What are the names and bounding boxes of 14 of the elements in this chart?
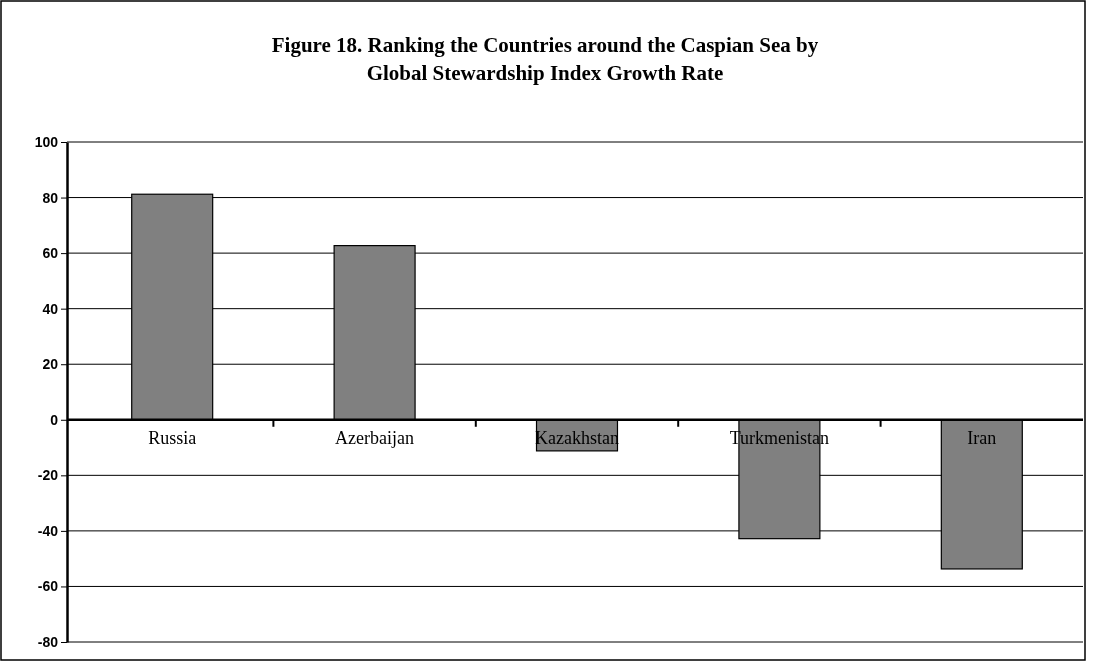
chart-title: Figure 18. Ranking the Countries around the Caspian Sea by Global Stewardship Index Growth Rate <box>271 33 819 85</box>
y-tick-label: 20 <box>42 356 59 373</box>
y-tick-label: -40 <box>37 522 59 539</box>
y-tick-label: 40 <box>42 300 59 317</box>
x-tick-label: Russia <box>148 427 197 448</box>
y-tick-label: 0 <box>50 411 59 428</box>
y-tick-label: 80 <box>42 189 59 206</box>
x-tick-label: Azerbaijan <box>335 427 415 448</box>
y-tick-label: -20 <box>37 467 59 484</box>
x-tick-label: Iran <box>967 427 997 448</box>
y-tick-label: 60 <box>42 245 59 262</box>
y-tick-label: -80 <box>37 633 59 650</box>
y-tick-label: 100 <box>34 133 59 150</box>
y-tick-label: -60 <box>37 578 59 595</box>
